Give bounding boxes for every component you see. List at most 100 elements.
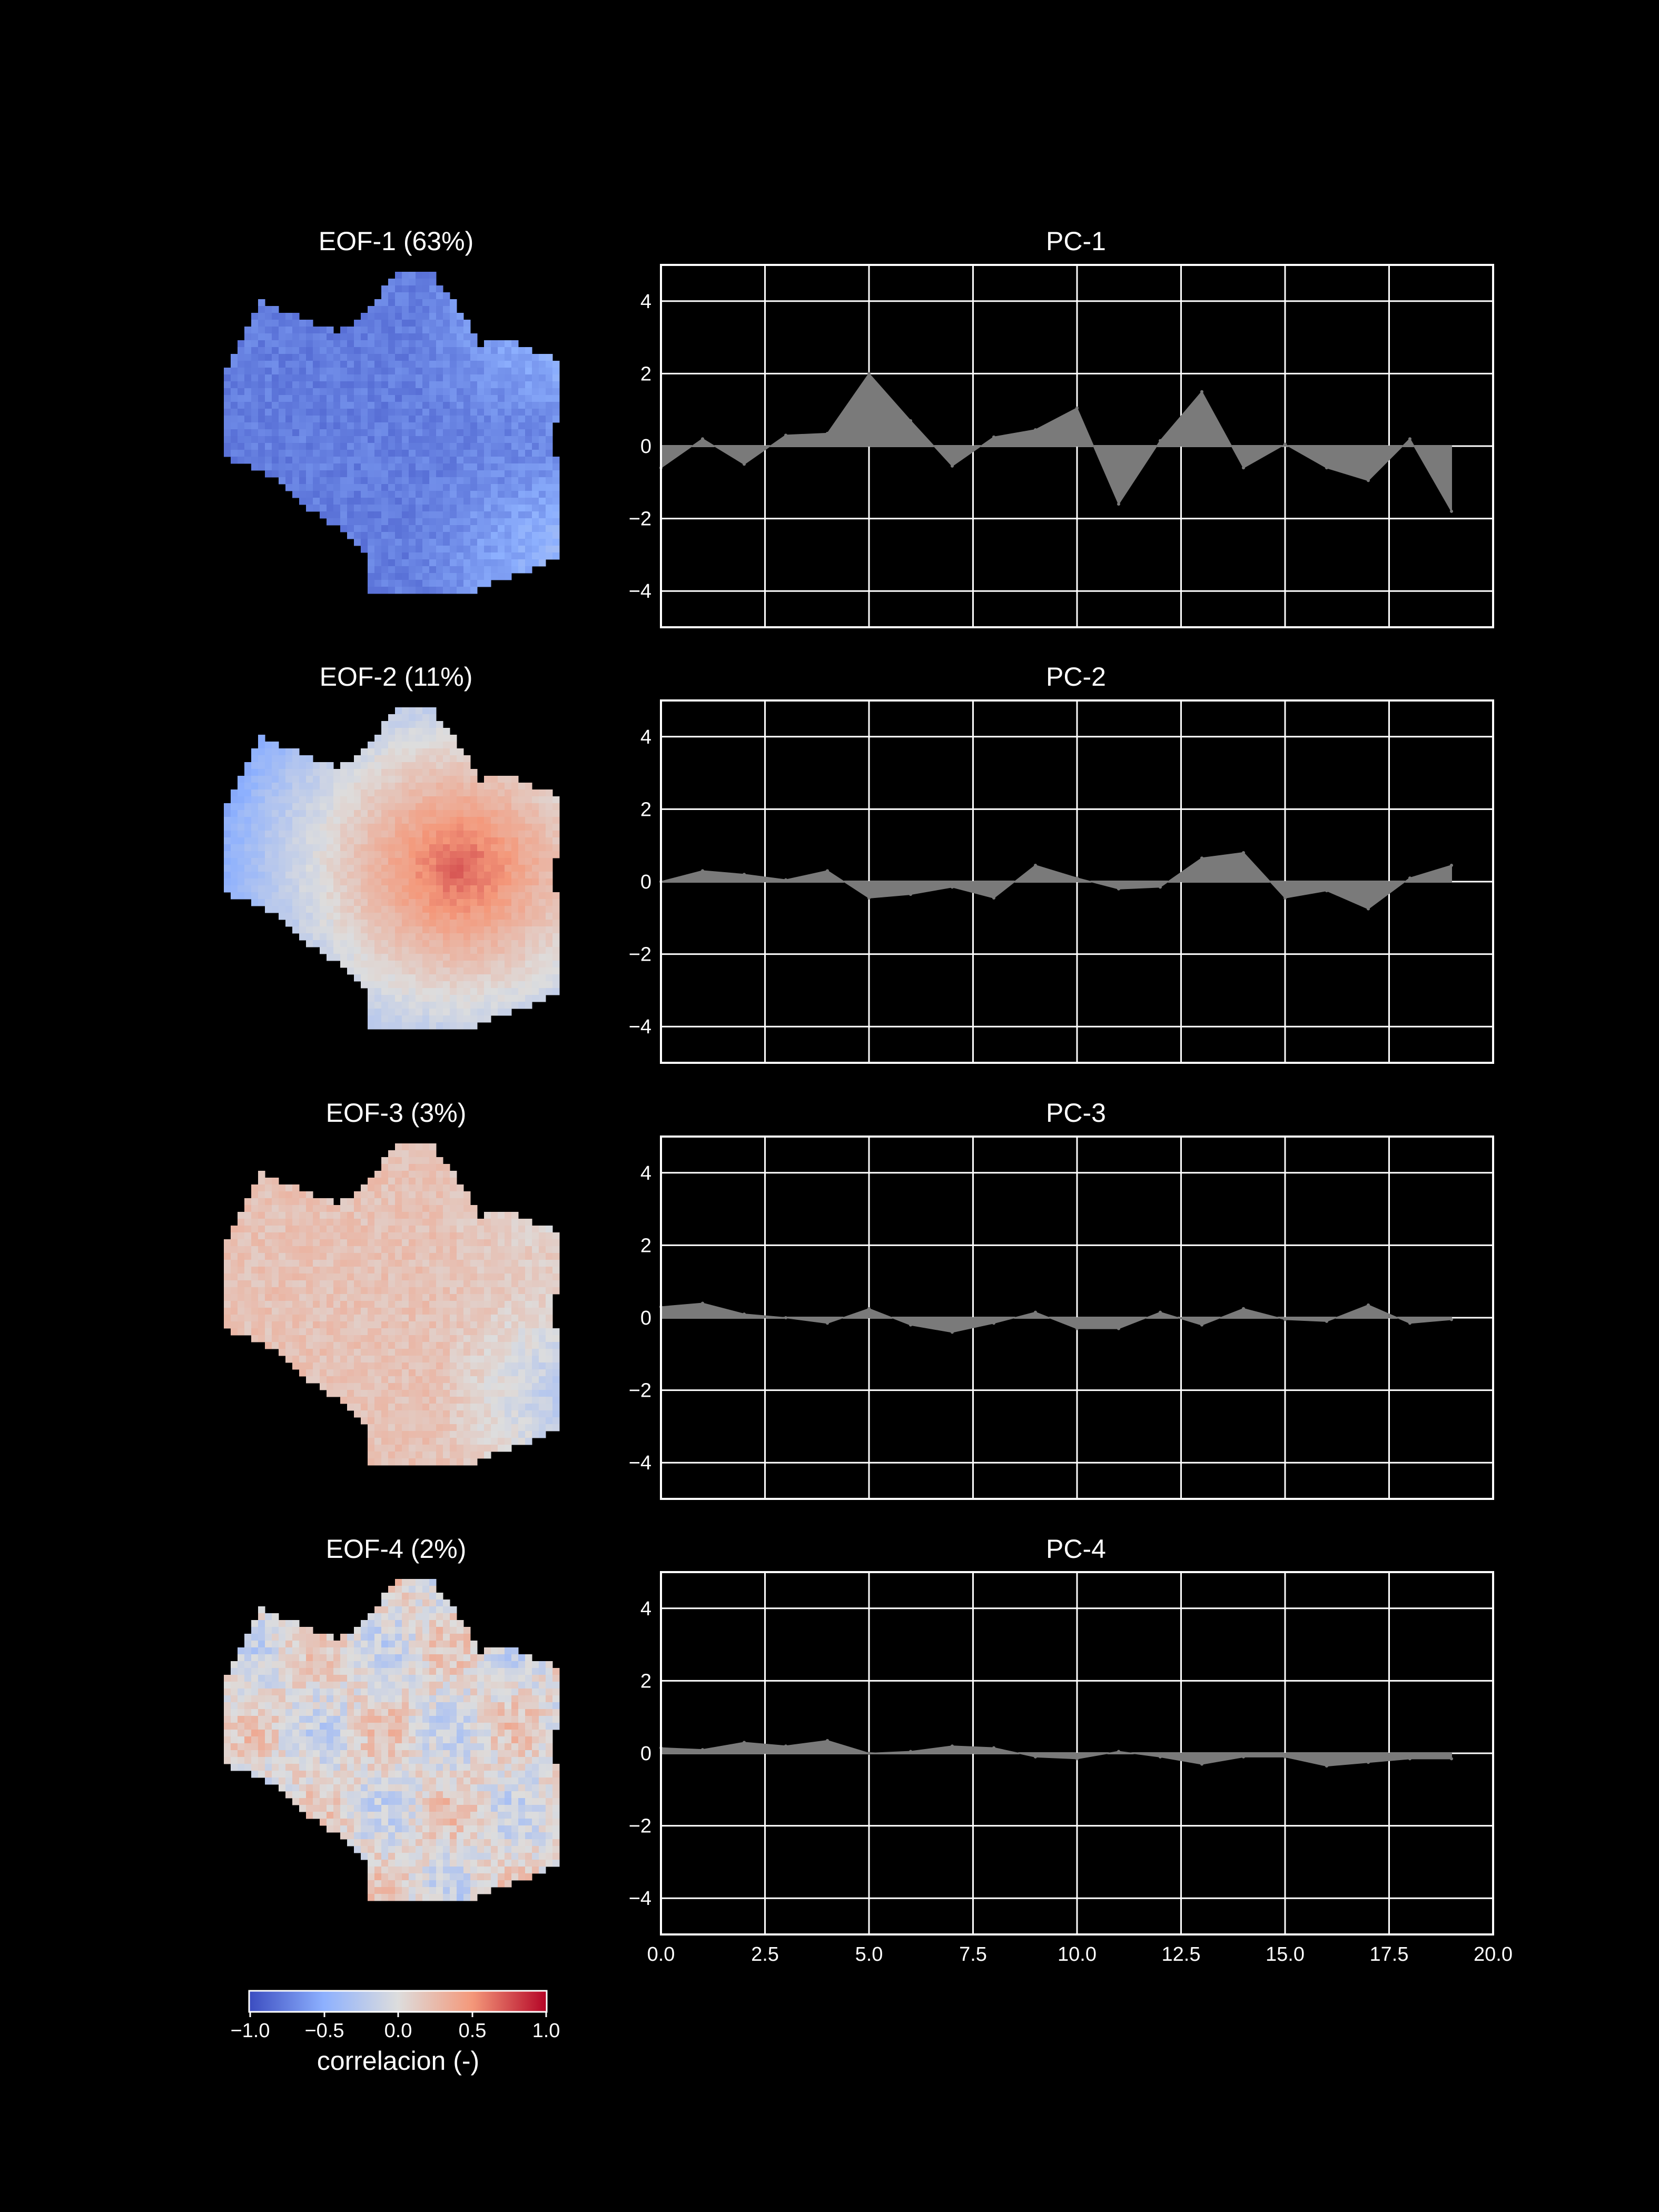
map-cell [381, 796, 389, 804]
map-cell [374, 1294, 382, 1301]
map-cell [292, 796, 300, 804]
map-cell [265, 1260, 272, 1267]
map-cell [402, 926, 409, 934]
map-cell [292, 409, 300, 416]
map-cell [525, 539, 532, 546]
map-cell [416, 878, 423, 886]
map-cell [436, 1349, 443, 1356]
map-cell [470, 491, 478, 498]
map-cell [416, 1157, 423, 1164]
map-cell [477, 1342, 485, 1349]
map-cell [381, 1362, 389, 1370]
map-cell [470, 1232, 478, 1240]
map-cell [436, 837, 443, 845]
map-cell [429, 707, 437, 715]
map-cell [388, 1301, 396, 1308]
map-cell [457, 769, 464, 776]
map-cell [333, 1246, 341, 1253]
map-cell [422, 450, 430, 457]
map-cell [539, 1383, 546, 1390]
map-cell [231, 368, 238, 375]
map-cell [484, 477, 491, 485]
map-cell [409, 721, 416, 728]
map-cell [416, 1328, 423, 1336]
map-cell [457, 789, 464, 797]
map-cell [395, 518, 402, 526]
map-cell [457, 1315, 464, 1322]
map-cell [505, 926, 512, 934]
map-cell [491, 974, 498, 982]
map-cell [251, 1308, 259, 1315]
map-cell [416, 1404, 423, 1411]
map-cell [313, 837, 320, 845]
map-cell [292, 1280, 300, 1288]
map-cell [340, 1294, 348, 1301]
map-cell [518, 824, 526, 831]
map-cell [306, 1342, 313, 1349]
map-cell [484, 1335, 491, 1342]
map-cell [450, 484, 457, 491]
map-cell [361, 450, 368, 457]
map-cell [361, 1219, 368, 1226]
map-cell [539, 831, 546, 838]
map-cell [470, 837, 478, 845]
map-cell [436, 981, 443, 989]
map-cell [498, 1219, 505, 1226]
map-cell [552, 1260, 560, 1267]
map-cell [422, 755, 430, 763]
map-cell [532, 824, 539, 831]
map-cell [388, 1022, 396, 1030]
map-cell [388, 762, 396, 769]
map-cell [505, 422, 512, 430]
map-cell [279, 347, 286, 354]
map-cell [525, 851, 532, 858]
map-cell [251, 436, 259, 443]
map-cell [238, 803, 245, 811]
map-cell [546, 532, 553, 539]
map-cell [402, 783, 409, 790]
map-cell [347, 817, 354, 824]
map-cell [381, 981, 389, 989]
map-cell [299, 817, 307, 824]
map-cell [463, 1239, 471, 1247]
map-cell [498, 505, 505, 512]
map-cell [518, 831, 526, 838]
map-cell [525, 566, 532, 574]
map-cell [505, 851, 512, 858]
map-cell [402, 803, 409, 811]
map-cell [279, 1328, 286, 1336]
map-cell [491, 1438, 498, 1445]
map-cell [422, 796, 430, 804]
map-cell [450, 1273, 457, 1281]
map-cell [505, 532, 512, 539]
map-cell [299, 926, 307, 934]
map-cell [477, 865, 485, 872]
map-cell [347, 1321, 354, 1329]
map-cell [429, 947, 437, 954]
map-cell [416, 1287, 423, 1295]
map-cell [505, 546, 512, 553]
map-cell [368, 954, 375, 961]
map-cell [272, 1301, 279, 1308]
map-cell [231, 395, 238, 402]
map-cell [429, 539, 437, 546]
map-cell [279, 1212, 286, 1219]
map-cell [450, 1301, 457, 1308]
map-cell [272, 1205, 279, 1212]
map-cell [525, 422, 532, 430]
map-cell [388, 1369, 396, 1377]
map-cell [443, 995, 450, 1002]
map-cell [354, 368, 361, 375]
map-cell [354, 1239, 361, 1247]
map-cell [388, 429, 396, 437]
map-cell [381, 1404, 389, 1411]
map-cell [416, 1335, 423, 1342]
map-cell [498, 995, 505, 1002]
map-cell [422, 735, 430, 742]
map-cell [429, 299, 437, 307]
map-cell [285, 892, 293, 900]
map-cell [306, 1294, 313, 1301]
map-cell [333, 824, 341, 831]
map-cell [463, 776, 471, 783]
map-cell [422, 1002, 430, 1009]
